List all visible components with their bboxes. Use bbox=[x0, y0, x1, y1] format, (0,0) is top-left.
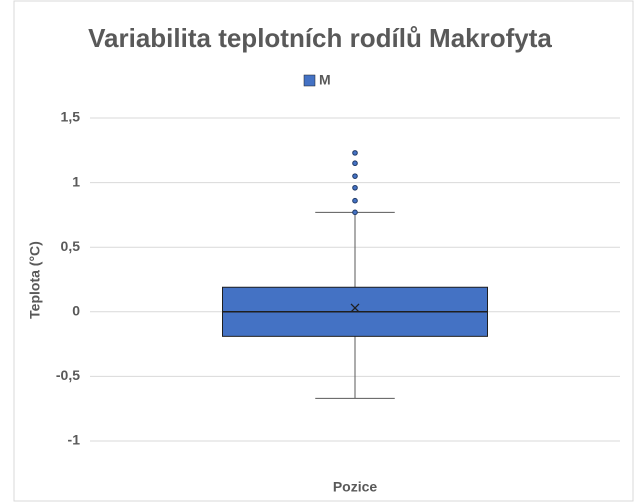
y-tick-label: 1 bbox=[72, 173, 80, 189]
outlier bbox=[352, 197, 358, 204]
outlier bbox=[352, 150, 358, 156]
chart-title: Variabilita teplotních rodílů Makrofyta bbox=[88, 23, 552, 53]
y-tick-label: -0,5 bbox=[56, 367, 80, 383]
outlier bbox=[352, 160, 358, 167]
outlier bbox=[352, 184, 358, 191]
mean-marker bbox=[350, 303, 360, 313]
outlier bbox=[352, 209, 358, 216]
y-tick-label: -1 bbox=[68, 432, 81, 448]
legend-label: M bbox=[319, 72, 331, 88]
outlier bbox=[352, 173, 358, 179]
y-tick-label: 0,5 bbox=[61, 238, 81, 254]
y-tick-label: 0 bbox=[72, 303, 80, 319]
y-axis-title: Teplota (°C) bbox=[27, 241, 43, 319]
y-tick-label: 1,5 bbox=[61, 109, 81, 125]
x-axis-title: Pozice bbox=[333, 479, 378, 495]
legend-swatch bbox=[303, 74, 316, 87]
chart-border bbox=[13, 0, 634, 502]
